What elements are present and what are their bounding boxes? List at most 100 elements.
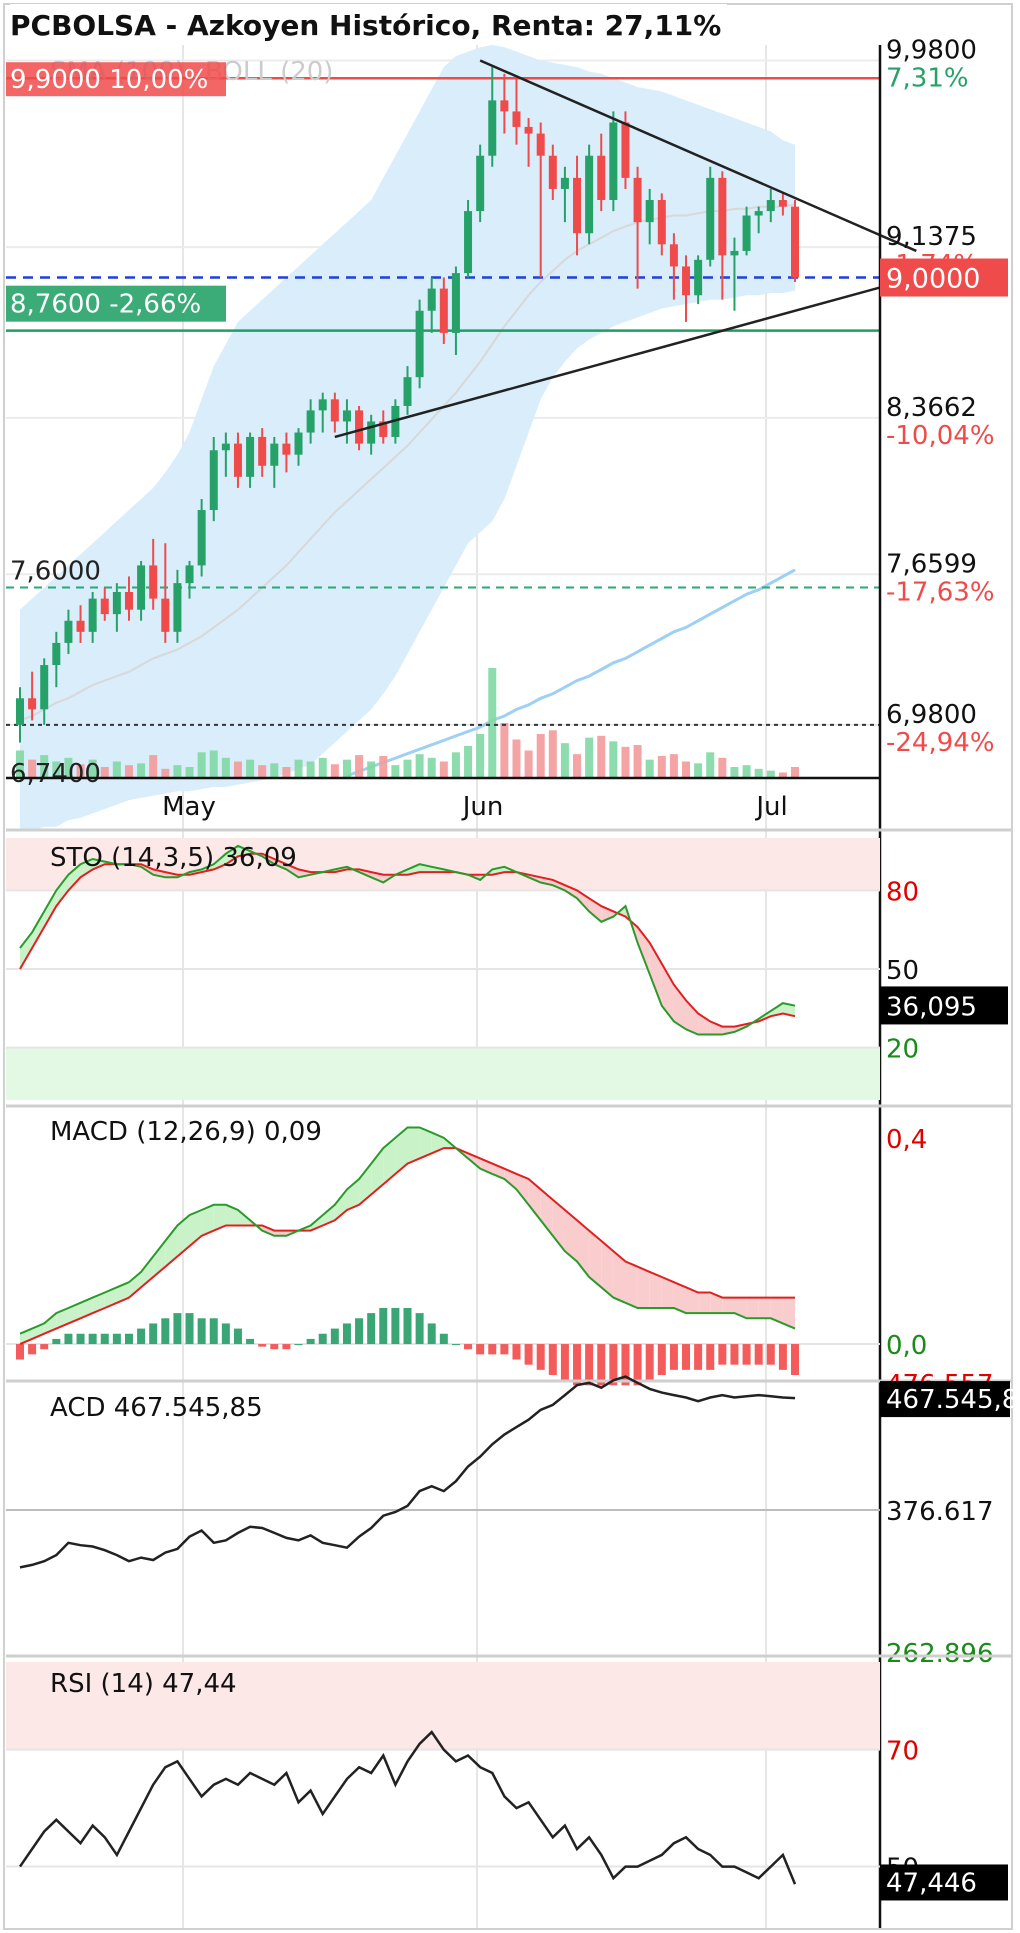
sto-fill <box>686 1000 699 1035</box>
macd-histogram-bar <box>706 1344 715 1370</box>
macd-histogram-bar <box>633 1344 642 1386</box>
macd-histogram-bar <box>64 1333 73 1345</box>
macd-fill <box>528 1179 541 1221</box>
macd-fill <box>383 1137 396 1185</box>
macd-fill <box>601 1240 614 1298</box>
candle-body <box>88 598 97 632</box>
macd-line <box>19 1126 796 1335</box>
macd-fill <box>213 1204 226 1231</box>
macd-fill <box>577 1220 590 1277</box>
volume-bar <box>306 761 315 778</box>
resistance-label-box <box>6 62 226 97</box>
macd-histogram-bar <box>778 1344 787 1370</box>
macd-fill <box>262 1225 275 1236</box>
candle-body <box>76 620 85 632</box>
sto-fill <box>649 942 662 1006</box>
volume-bar <box>246 759 255 778</box>
macd-fill <box>686 1287 699 1314</box>
candle-body <box>512 111 521 127</box>
price-axis-label: 6,9800 <box>886 700 977 730</box>
current-price-label: 9,0000 <box>886 264 980 295</box>
macd-axis-label: 0,0 <box>886 1331 927 1361</box>
macd-fill <box>516 1173 529 1205</box>
acd-badge-label: 467.545,8 <box>886 1385 1018 1415</box>
rsi-label: RSI (14) 47,44 <box>50 1669 237 1699</box>
candle-body <box>403 377 412 406</box>
macd-histogram-bar <box>742 1344 751 1365</box>
candle-body <box>221 443 230 451</box>
sto-fill <box>770 1003 783 1017</box>
macd-histogram-bar <box>258 1344 267 1347</box>
macd-histogram-bar <box>76 1333 85 1345</box>
macd-histogram-bar <box>669 1344 678 1370</box>
sto-oversold-zone <box>6 1047 880 1100</box>
macd-histogram-bar <box>682 1344 691 1370</box>
macd-histogram-bar <box>161 1318 170 1345</box>
macd-histogram-bar <box>657 1344 666 1375</box>
volume-bar <box>657 756 666 778</box>
macd-fill <box>395 1127 408 1174</box>
macd-fill <box>613 1251 626 1303</box>
volume-bar <box>536 734 545 778</box>
macd-histogram-bar <box>536 1344 545 1370</box>
macd-histogram-bar <box>427 1323 436 1345</box>
sto-fill <box>577 890 590 912</box>
macd-histogram-bar <box>754 1344 763 1365</box>
macd-histogram-bar <box>185 1313 194 1345</box>
volume-bar <box>609 741 618 778</box>
macd-fill <box>758 1297 771 1319</box>
candle-body <box>730 250 739 256</box>
volume-bar <box>185 767 194 778</box>
macd-histogram-bar <box>512 1344 521 1360</box>
candle-body <box>282 443 291 455</box>
macd-fill <box>564 1210 577 1262</box>
volume-bar <box>669 754 678 778</box>
sto-fill <box>32 911 45 948</box>
volume-bar <box>730 767 739 778</box>
macd-histogram-bar <box>100 1333 109 1345</box>
volume-bar <box>112 761 121 778</box>
macd-fill <box>782 1297 795 1329</box>
sto-k-line <box>19 844 796 1036</box>
candle-body <box>149 565 158 599</box>
macd-histogram-bar <box>294 1344 303 1346</box>
candle-body <box>669 244 678 267</box>
sto-fill <box>552 879 565 891</box>
macd-histogram-bar <box>318 1333 327 1345</box>
macd-fill <box>225 1204 238 1226</box>
macd-histogram-bar <box>379 1307 388 1345</box>
candle-body <box>342 410 351 422</box>
macd-histogram-bar <box>464 1344 473 1350</box>
candle-body <box>488 100 497 156</box>
macd-histogram-bar <box>415 1313 424 1345</box>
macd-fill <box>431 1132 444 1154</box>
candle-body <box>476 155 485 212</box>
macd-fill <box>141 1256 154 1288</box>
acd-label: ACD 467.545,85 <box>50 1393 263 1423</box>
candle-body <box>694 259 703 296</box>
macd-histogram-bar <box>451 1344 460 1346</box>
macd-histogram-bar <box>246 1338 255 1345</box>
volume-bar <box>379 756 388 778</box>
sto-d-line <box>19 852 796 1028</box>
macd-histogram-bar <box>488 1344 497 1355</box>
resistance-label: 9,9000 10,00% <box>10 65 208 95</box>
macd-histogram-bar <box>367 1313 376 1345</box>
volume-bar <box>573 754 582 778</box>
macd-fill <box>649 1271 662 1308</box>
macd-histogram-bar <box>548 1344 557 1375</box>
volume-bar <box>64 757 73 778</box>
macd-histogram-bar <box>282 1344 291 1350</box>
macd-histogram-bar <box>28 1344 37 1355</box>
volume-bar <box>16 750 24 778</box>
volume-bar <box>403 759 412 778</box>
macd-histogram-bar <box>221 1323 230 1345</box>
volume-bar <box>427 757 436 778</box>
macd-fill <box>722 1297 735 1314</box>
sto-overbought-zone <box>6 838 880 891</box>
volume-bar <box>270 763 279 778</box>
trendline-1 <box>334 276 917 439</box>
macd-fill <box>359 1163 372 1205</box>
macd-fill <box>92 1292 105 1314</box>
sto-fill <box>564 885 577 899</box>
